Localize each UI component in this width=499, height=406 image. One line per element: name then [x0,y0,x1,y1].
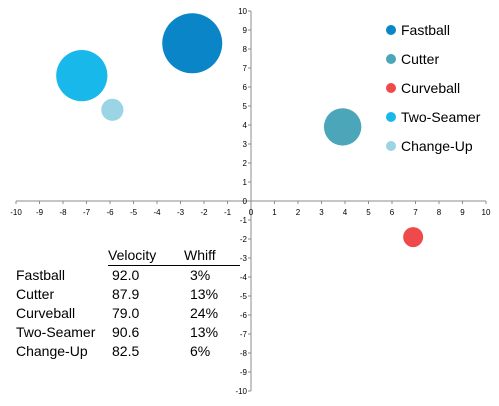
y-tick-label: 5 [243,102,248,111]
x-tick-label: 5 [366,208,371,217]
y-tick-label: -6 [240,311,248,320]
pitch-name: Fastball [16,266,66,283]
x-tick-label: -8 [59,208,67,217]
table-row: Cutter 87.9 13% [16,285,240,304]
pitch-name: Change-Up [16,343,88,359]
x-tick-label: 8 [437,208,442,217]
x-tick-label: -10 [10,208,22,217]
pitch-name: Curveball [16,305,76,321]
y-tick-label: 8 [243,45,248,54]
x-tick-label: 2 [296,208,301,217]
velocity-value: 82.5 [112,343,140,359]
axes: -10 -9 -8 -7 -6 -5 -4 -3 -2 -1 0 1 2 3 4 5 6 7 8 9 10-10-9-8… [10,7,491,396]
pitch-name: Two-Seamer [16,324,96,340]
bubble-fastball [162,13,223,74]
legend-label-change-up: Change-Up [401,138,473,154]
y-tick-label: -2 [240,235,248,244]
y-tick-label: 9 [243,26,248,35]
whiff-value: 13% [190,286,219,302]
x-tick-label: -7 [83,208,91,217]
y-tick-label: -7 [240,330,248,339]
x-tick-label: -1 [224,208,232,217]
table-row: Change-Up 82.5 6% [16,342,240,361]
y-tick-label: 7 [243,64,248,73]
pitch-name: Cutter [16,286,55,302]
table-row: Two-Seamer 90.6 13% [16,323,240,342]
x-tick-label: -9 [36,208,44,217]
velocity-value: 90.6 [112,324,140,340]
velocity-header: Velocity [108,246,184,266]
x-tick-label: 6 [390,208,395,217]
pitch-stats-table: Velocity Whiff Fastball 92.0 3% Cutter 8… [16,246,240,361]
x-tick-label: -4 [153,208,161,217]
origin-tick-label: 0 [243,197,248,206]
y-tick-label: 2 [243,159,248,168]
x-tick-label: 10 [482,208,491,217]
x-tick-label: 7 [413,208,418,217]
y-tick-label: -1 [240,216,248,225]
x-tick-label: -5 [130,208,138,217]
bubble-curveball [403,227,424,248]
y-tick-label: 3 [243,140,248,149]
bubble-change-up [101,98,124,121]
velocity-value: 79.0 [112,305,140,321]
y-tick-label: 4 [243,121,248,130]
y-tick-label: -9 [240,368,248,377]
whiff-value: 3% [190,267,211,283]
table-header-row: Velocity Whiff [16,246,240,266]
y-tick-label: 6 [243,83,248,92]
y-tick-label: -8 [240,349,248,358]
x-tick-label: -6 [106,208,114,217]
x-tick-label: 3 [319,208,324,217]
legend-marker-two-seamer [386,112,396,122]
legend-marker-fastball [386,25,396,35]
legend-marker-change-up [386,141,396,151]
velocity-value: 92.0 [112,267,140,283]
whiff-value: 13% [190,324,219,340]
bubble-two-seamer [56,50,108,102]
whiff-header: Whiff [184,246,240,266]
whiff-value: 6% [190,343,211,359]
legend-marker-cutter [386,54,396,64]
y-tick-label: -10 [235,387,247,396]
y-tick-label: 10 [238,7,247,16]
legend-label-two-seamer: Two-Seamer [401,109,481,125]
y-tick-label: -5 [240,292,248,301]
legend-label-curveball: Curveball [401,80,460,96]
x-tick-label: 4 [343,208,348,217]
legend-label-fastball: Fastball [401,22,450,38]
x-tick-label: 0 [249,208,254,217]
legend-marker-curveball [386,83,396,93]
table-row: Fastball 92.0 3% [16,266,240,286]
table-header-blank [16,246,108,266]
y-tick-label: -4 [240,273,248,282]
whiff-value: 24% [190,305,219,321]
bubble-cutter [323,108,362,146]
table-row: Curveball 79.0 24% [16,304,240,323]
y-tick-label: -3 [240,254,248,263]
x-tick-label: 1 [272,208,277,217]
y-tick-label: 1 [243,178,248,187]
bubbles [56,13,424,248]
x-tick-label: -3 [177,208,185,217]
legend: Fastball Cutter Curveball Two-Seamer Change-… [386,22,481,154]
x-tick-label: 9 [460,208,465,217]
x-tick-label: -2 [200,208,208,217]
velocity-value: 87.9 [112,286,140,302]
legend-label-cutter: Cutter [401,51,439,67]
